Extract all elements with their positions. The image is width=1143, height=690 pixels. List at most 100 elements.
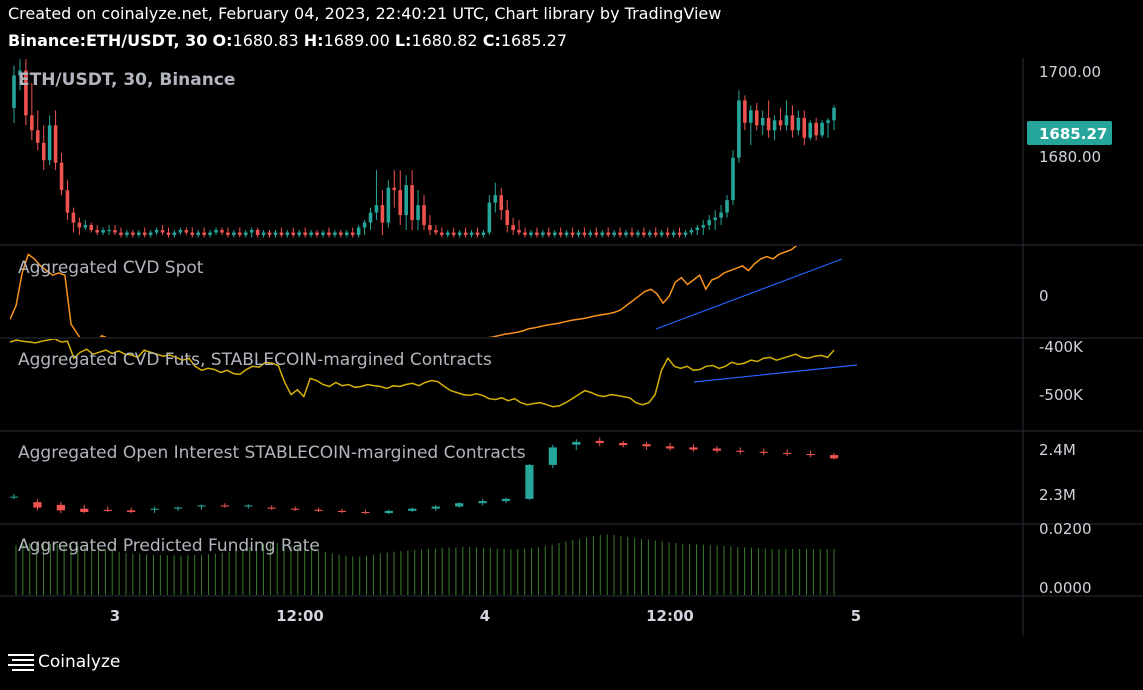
low-label: L: [394,31,412,50]
price-candle [505,210,509,226]
funding-tick-0: 0.0000 [1039,579,1092,597]
price-candle [606,232,610,236]
price-candle [547,232,551,236]
price-candle [434,230,438,233]
price-candle [778,120,783,126]
pane-1-plot [10,246,843,337]
price-candle [600,232,605,236]
price-candle [743,100,747,123]
price-candle [101,230,105,233]
funding-tick-0.02: 0.0200 [1039,520,1092,538]
price-candle [808,122,813,138]
oi-candle [548,447,557,465]
price-candle [416,205,420,221]
price-candle [630,232,634,236]
pane-2-plot [10,339,858,408]
price-candle [760,117,765,126]
price-candle [594,232,599,236]
price-candle [291,232,296,236]
price-candle [119,232,123,236]
price-candle [380,205,385,223]
price-candle [689,230,694,233]
oi-candle [619,443,628,446]
chart-area[interactable]: ETH/USDT, 30, Binance 1700.00 1680.00 1685.… [0,58,1143,648]
price-candle [47,125,52,161]
price-candle [671,232,676,236]
open-value: 1680.83 [232,31,299,50]
price-candle [285,232,290,236]
oi-candle [525,464,534,499]
oi-candle [595,440,604,444]
price-candle [558,232,563,236]
price-candle [737,100,741,158]
price-candle [374,205,379,213]
price-candle [238,232,242,236]
oi-candle [56,504,65,511]
price-candle [273,232,278,236]
brand-name: Coinalyze [38,652,121,672]
price-candle [428,225,432,231]
price-candle [18,70,22,76]
time-label: 12:00 [276,607,324,625]
oi-candle [408,508,417,511]
price-candle [713,217,717,221]
price-candle [796,117,801,131]
price-candle [148,232,153,236]
price-candle [570,232,575,236]
ohlc-readout: Binance:ETH/USDT, 30 O:1680.83 H:1689.00… [8,31,567,50]
price-candle [410,185,414,221]
oi-candle [173,507,183,509]
time-label: 12:00 [646,607,694,625]
open-interest-title: Aggregated Open Interest STABLECOIN-marg… [18,443,526,463]
price-candle [517,230,521,233]
price-candle [309,232,313,236]
oi-candle [33,502,42,508]
cvd-futs-title: Aggregated CVD Futs, STABLECOIN-margined… [18,350,492,370]
price-candle [511,225,515,231]
price-candle [41,142,46,161]
price-candle [368,212,373,223]
footer[interactable]: Coinalyze [8,652,120,672]
time-label: 4 [480,607,490,625]
pane-4-plot [15,534,835,595]
oi-candle [736,450,745,452]
oi-candle [384,510,393,514]
price-candle [499,195,504,211]
oi-candle [783,452,792,454]
time-label: 3 [110,607,120,625]
price-candle [612,232,616,236]
price-candle [451,232,456,236]
price-candle [475,232,480,236]
price-candle [749,110,753,123]
price-candle [725,200,729,213]
price-candle [493,195,498,203]
series-line [10,339,835,408]
price-candle [820,122,824,136]
price-candle [683,232,688,236]
menu-icon[interactable] [8,653,34,671]
oi-candle [361,511,370,514]
oi-candle [478,501,487,504]
price-candle [243,232,248,236]
price-candle [695,227,700,231]
price-candle [344,232,349,236]
cvd-spot-title: Aggregated CVD Spot [18,258,204,278]
price-candle [95,230,99,233]
price-candle [677,232,682,236]
current-price-label: 1685.27 [1039,125,1107,143]
oi-candle [337,510,347,512]
oi-candle [829,455,839,459]
oi-candle [150,508,159,510]
price-candle [398,190,403,216]
oi-candle [806,453,815,456]
price-candle [582,232,587,236]
price-candle [154,230,159,233]
price-candle [267,232,272,236]
price-candle [356,227,361,236]
price-candle [636,232,640,236]
price-candle [457,232,462,236]
funding-title: Aggregated Predicted Funding Rate [18,536,320,556]
oi-candle [244,505,253,507]
price-candle [59,162,64,191]
oi-candle [642,444,651,447]
